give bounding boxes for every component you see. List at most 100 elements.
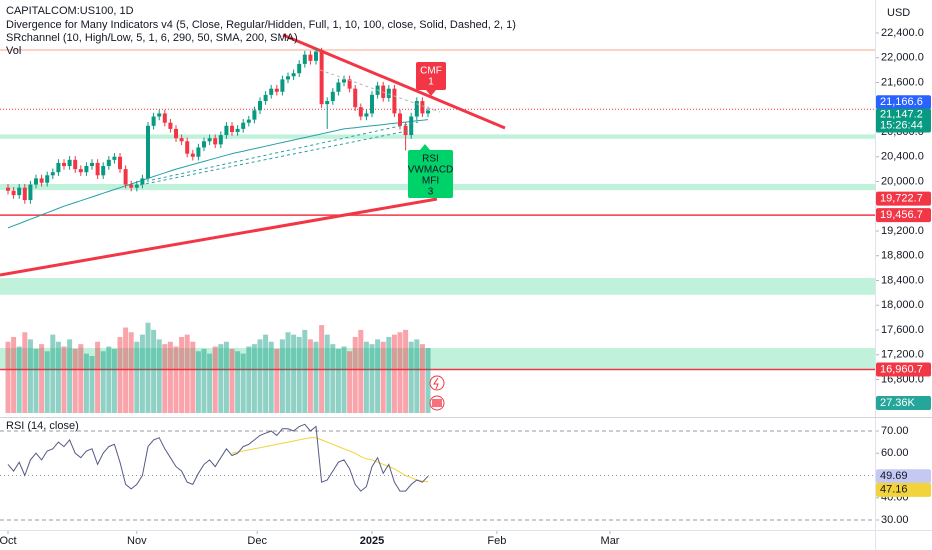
volume-bar [268,341,274,413]
volume-bar [89,356,95,413]
candle-body [11,190,16,196]
volume-bar [296,337,302,413]
price-label-box [876,191,931,206]
y-tick-label: 22,000.0 [881,52,924,64]
candle-body [280,79,285,92]
signal-text: 3 [428,187,434,198]
signal-text: CMF [420,66,442,77]
volume-bar [190,341,196,413]
indicator-legend[interactable]: Divergence for Many Indicators v4 (5, Cl… [6,19,516,31]
volume-bar [218,344,224,413]
volume-bar [229,348,235,413]
volume-bar [167,341,173,413]
rsi-legend[interactable]: RSI (14, close) [6,420,79,432]
volume-bar [414,339,420,413]
candle-body [330,91,335,102]
y-tick-label: 21,600.0 [881,76,924,88]
volume-bar [285,332,291,413]
x-tick-label: Dec [247,535,267,547]
volume-bar [27,339,33,413]
volume-bar [347,351,353,413]
candle-body [162,113,167,123]
candle-body [196,147,201,157]
candle-body [420,101,425,114]
rsi-y-tick-label: 60.00 [881,447,909,459]
volume-bar [184,334,190,413]
symbol-title[interactable]: CAPITALCOM:US100, 1D [6,5,134,17]
candle-body [202,141,207,148]
volume-bar [403,329,409,413]
volume-bar [128,332,134,413]
candle-body [325,101,330,105]
candle-body [17,187,22,196]
y-tick-label: 18,400.0 [881,274,924,286]
volume-bar [369,344,375,413]
volume-bar [33,348,39,413]
candle-body [246,119,251,123]
candle-body [62,162,67,167]
indicator-legend[interactable]: SRchannel (10, High/Low, 5, 1, 6, 290, 5… [6,32,298,44]
volume-bar [397,332,403,413]
x-tick-label: Oct [0,535,17,547]
candle-body [45,175,50,183]
volume-bar [207,353,213,413]
price-label: 19,722.7 [880,193,923,205]
sr-zone [0,347,875,370]
sr-zone [0,278,875,295]
volume-bar [246,346,252,413]
volume-bar [257,339,263,413]
candle-body [302,54,307,64]
volume-bar [39,344,45,413]
signal-pointer [420,144,430,150]
candle-body [213,138,218,145]
candle-body [146,125,151,179]
candle-body [218,135,223,145]
price-label-box [876,95,931,110]
volume-bar [263,334,269,413]
volume-bar [419,344,425,413]
volume-bar [44,351,50,413]
currency[interactable]: USD [887,7,910,19]
candle-body [118,156,123,170]
candle-body [140,178,145,185]
volume-bar [352,337,358,413]
candle-body [347,79,352,89]
volume-bar [251,344,257,413]
volume-bar [212,346,218,413]
volume-bar [335,348,341,413]
volume-bar [151,329,157,413]
candle-body [185,141,190,154]
volume-bar [313,341,319,413]
volume-bar [425,348,431,413]
y-tick-label: 18,000.0 [881,299,924,311]
candle-body [123,169,128,185]
signal-text: MFI [422,176,439,187]
volume-bar [302,329,308,413]
candle-body [151,116,156,126]
candle-body [78,169,83,173]
candle-body [409,116,414,136]
event-icon[interactable] [429,375,445,391]
indicator-legend[interactable]: Vol [6,45,21,57]
candle-body [95,162,100,176]
countdown-label: 15:26:44 [880,119,923,131]
volume-bar [363,341,369,413]
volume-bar [22,332,28,413]
volume-bar [162,344,168,413]
volume-bar [223,341,229,413]
candle-body [319,51,324,105]
candle-body [6,187,11,191]
x-tick-label: 2025 [360,535,384,547]
volume-bar [235,351,241,413]
volume-bar [156,339,162,413]
candle-body [336,82,341,92]
volume-bar [391,334,397,413]
last-price-label: 21,147.2 [880,108,923,120]
y-tick-label: 20,000.0 [881,175,924,187]
candle-body [308,54,313,61]
volume-bar [16,346,22,413]
volume-bar [201,348,207,413]
y-tick-label: 18,800.0 [881,250,924,262]
